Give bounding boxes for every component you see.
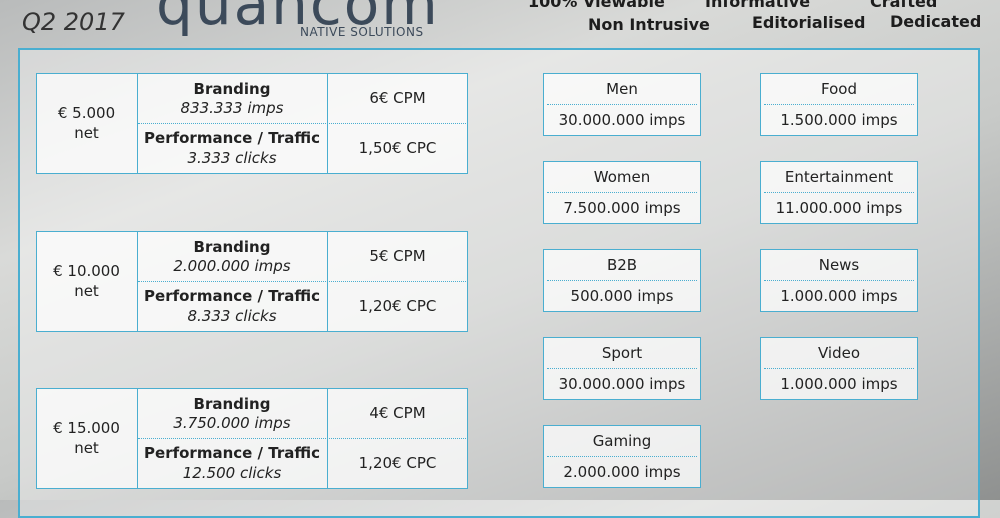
divider (137, 388, 138, 489)
branding-label: Branding (193, 395, 271, 413)
segment-name: Video (817, 344, 861, 362)
branding-label: Branding (193, 80, 271, 98)
segment-name: Men (606, 80, 638, 98)
performance-rate: 1,20€ CPC (358, 297, 437, 315)
price: € 15.000 (53, 419, 120, 437)
performance-volume: 8.333 clicks (187, 307, 277, 325)
segment-name: News (818, 256, 860, 274)
separator (547, 368, 697, 369)
price-unit: net (74, 439, 99, 457)
segment-name: Food (821, 80, 857, 98)
branding-volume: 2.000.000 imps (173, 257, 291, 275)
segment-name: Sport (601, 344, 643, 362)
feature: Editorialised (752, 13, 866, 32)
segment-volume: 30.000.000 imps (558, 111, 686, 129)
branding-label: Branding (193, 238, 271, 256)
branding-rate: 6€ CPM (369, 89, 426, 107)
segment-name: Entertainment (784, 168, 894, 186)
price-unit: net (74, 282, 99, 300)
performance-label: Performance / Traffic (144, 129, 320, 147)
separator (547, 104, 697, 105)
separator (138, 123, 468, 124)
feature: Non Intrusive (588, 15, 710, 34)
branding-volume: 833.333 imps (180, 99, 284, 117)
segment-volume: 500.000 imps (570, 287, 674, 305)
branding-volume: 3.750.000 imps (173, 414, 291, 432)
price: € 10.000 (53, 262, 120, 280)
branding-rate: 4€ CPM (369, 404, 426, 422)
separator (138, 281, 468, 282)
segment-volume: 7.500.000 imps (563, 199, 681, 217)
separator (764, 104, 914, 105)
segment-volume: 11.000.000 imps (775, 199, 903, 217)
price: € 5.000 (57, 104, 116, 122)
performance-rate: 1,50€ CPC (358, 139, 437, 157)
separator (138, 438, 468, 439)
feature: Dedicated (890, 12, 982, 31)
separator (547, 456, 697, 457)
feature: 100% Viewable (528, 0, 665, 11)
segment-volume: 1.000.000 imps (780, 287, 898, 305)
performance-label: Performance / Traffic (144, 444, 320, 462)
divider (137, 73, 138, 174)
segment-name: Women (593, 168, 651, 186)
divider (137, 231, 138, 332)
separator (764, 368, 914, 369)
segment-volume: 2.000.000 imps (563, 463, 681, 481)
separator (547, 192, 697, 193)
segment-volume: 1.000.000 imps (780, 375, 898, 393)
feature: Informative (705, 0, 811, 11)
performance-label: Performance / Traffic (144, 287, 320, 305)
segment-volume: 30.000.000 imps (558, 375, 686, 393)
separator (764, 192, 914, 193)
segment-volume: 1.500.000 imps (780, 111, 898, 129)
segment-name: B2B (606, 256, 638, 274)
price-unit: net (74, 124, 99, 142)
separator (764, 280, 914, 281)
branding-rate: 5€ CPM (369, 247, 426, 265)
performance-volume: 3.333 clicks (187, 149, 277, 167)
logo-tagline: NATIVE SOLUTIONS (300, 25, 424, 39)
quarter-label: Q2 2017 (22, 8, 125, 36)
separator (547, 280, 697, 281)
segment-name: Gaming (592, 432, 652, 450)
performance-volume: 12.500 clicks (182, 464, 282, 482)
feature: Crafted (870, 0, 938, 11)
logo: quancom (156, 0, 440, 38)
performance-rate: 1,20€ CPC (358, 454, 437, 472)
